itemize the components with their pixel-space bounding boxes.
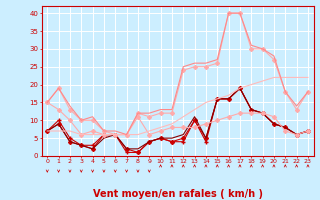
Text: Vent moyen/en rafales ( km/h ): Vent moyen/en rafales ( km/h ) bbox=[92, 189, 263, 199]
